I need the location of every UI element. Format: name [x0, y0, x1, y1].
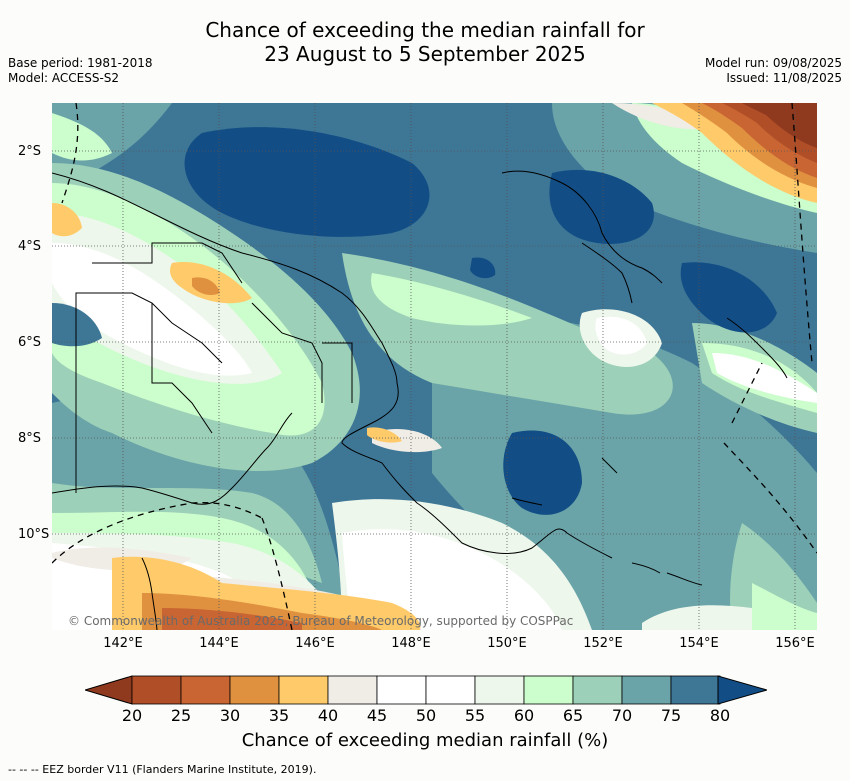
colorbar-cell — [180, 675, 231, 705]
colorbar-cell — [229, 675, 280, 705]
lat-label-6s: 6°S — [18, 335, 42, 350]
colorbar-cell — [376, 675, 427, 705]
colorbar-low-arrow — [85, 675, 133, 705]
lat-label-10s: 10°S — [18, 527, 50, 542]
colorbar-cells — [131, 675, 721, 705]
model-name: Model: ACCESS-S2 — [8, 71, 120, 85]
colorbar-tick-label: 25 — [170, 706, 192, 725]
colorbar-cell — [523, 675, 574, 705]
colorbar-tick-label: 55 — [464, 706, 486, 725]
colorbar-label: Chance of exceeding median rainfall (%) — [241, 730, 609, 751]
colorbar — [85, 675, 767, 705]
colorbar-tick-label: 60 — [513, 706, 535, 725]
colorbar-tick-label: 65 — [562, 706, 584, 725]
meta-left: Base period: 1981-2018 Model: ACCESS-S2 — [8, 56, 153, 86]
eez-borders — [52, 103, 817, 630]
title-line-1: Chance of exceeding the median rainfall … — [205, 18, 645, 42]
lon-label-142e: 142°E — [103, 636, 143, 651]
colorbar-cell — [327, 675, 378, 705]
colorbar-tick-label: 35 — [268, 706, 290, 725]
colorbar-cell — [670, 675, 721, 705]
lon-label-156e: 156°E — [775, 636, 815, 651]
coastlines — [52, 170, 788, 630]
lon-label-152e: 152°E — [583, 636, 623, 651]
issued-date: Issued: 11/08/2025 — [726, 71, 842, 85]
colorbar-cell — [131, 675, 182, 705]
lon-label-150e: 150°E — [487, 636, 527, 651]
colorbar-cell — [621, 675, 672, 705]
graticule — [52, 103, 817, 630]
lon-label-144e: 144°E — [199, 636, 239, 651]
colorbar-high-arrow — [717, 675, 767, 705]
colorbar-cell — [474, 675, 525, 705]
map-canvas — [52, 103, 817, 630]
borders — [75, 242, 353, 493]
colorbar-tick-label: 80 — [709, 706, 731, 725]
rainfall-map — [52, 103, 817, 630]
colorbar-tick-label: 30 — [219, 706, 241, 725]
title-line-2: 23 August to 5 September 2025 — [264, 42, 586, 66]
eez-footnote: -- -- -- EEZ border V11 (Flanders Marine… — [8, 763, 317, 776]
colorbar-tick-label: 45 — [366, 706, 388, 725]
colorbar-cell — [278, 675, 329, 705]
colorbar-tick-label: 75 — [660, 706, 682, 725]
lon-label-154e: 154°E — [679, 636, 719, 651]
model-run: Model run: 09/08/2025 — [704, 56, 842, 70]
high-chance-core-north — [184, 127, 430, 237]
colorbar-cell — [572, 675, 623, 705]
copyright-text: © Commonwealth of Australia 2025, Bureau… — [68, 614, 574, 628]
lat-label-8s: 8°S — [18, 431, 42, 446]
lon-label-148e: 148°E — [391, 636, 431, 651]
colorbar-tick-label: 50 — [415, 706, 437, 725]
lat-label-2s: 2°S — [18, 144, 42, 159]
map-title: Chance of exceeding the median rainfall … — [0, 18, 850, 66]
colorbar-tick-label: 40 — [317, 706, 339, 725]
lat-label-4s: 4°S — [18, 239, 42, 254]
colorbar-tick-label: 20 — [121, 706, 143, 725]
meta-right: Model run: 09/08/2025 Issued: 11/08/2025 — [705, 56, 842, 86]
colorbar-tick-label: 70 — [611, 706, 633, 725]
lon-label-146e: 146°E — [295, 636, 335, 651]
colorbar-cell — [425, 675, 476, 705]
base-period: Base period: 1981-2018 — [8, 56, 153, 70]
